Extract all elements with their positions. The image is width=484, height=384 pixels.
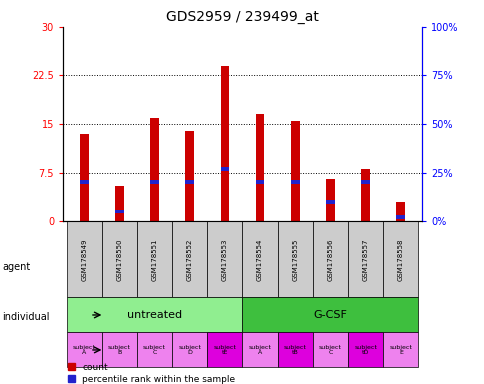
Bar (382, 333, 418, 367)
Bar (79, 134, 89, 221)
Bar (395, 215, 405, 219)
Text: GSM178553: GSM178553 (222, 238, 227, 281)
Bar (348, 333, 382, 367)
Text: GSM178549: GSM178549 (81, 238, 87, 281)
Bar (277, 333, 312, 367)
Text: individual: individual (2, 312, 50, 322)
Bar (395, 202, 405, 221)
Bar (185, 131, 194, 221)
Text: GSM178558: GSM178558 (397, 238, 403, 281)
Text: GSM178551: GSM178551 (151, 238, 157, 281)
Bar (115, 185, 123, 221)
Bar (255, 180, 264, 184)
Bar (79, 180, 89, 184)
Title: GDS2959 / 239499_at: GDS2959 / 239499_at (166, 10, 318, 25)
Text: GSM178552: GSM178552 (186, 238, 192, 281)
Bar (66, 333, 102, 367)
Text: G-CSF: G-CSF (313, 310, 347, 320)
Text: GSM178554: GSM178554 (257, 238, 262, 281)
Text: agent: agent (2, 262, 30, 272)
Bar (172, 333, 207, 367)
Text: GSM178555: GSM178555 (292, 238, 298, 281)
Text: untreated: untreated (127, 310, 182, 320)
Bar (277, 221, 312, 298)
Legend: count, percentile rank within the sample: count, percentile rank within the sample (67, 363, 235, 384)
Bar (102, 333, 136, 367)
Text: GSM178557: GSM178557 (362, 238, 368, 281)
Text: subject
tD: subject tD (353, 344, 377, 355)
Bar (290, 180, 299, 184)
Text: subject
A: subject A (73, 344, 95, 355)
Bar (150, 118, 159, 221)
Bar (361, 169, 369, 221)
Bar (312, 221, 348, 298)
Bar (185, 180, 194, 184)
Bar (242, 221, 277, 298)
Bar (312, 333, 348, 367)
Text: subject
tB: subject tB (283, 344, 306, 355)
Bar (136, 221, 172, 298)
Bar (220, 66, 229, 221)
Text: subject
tE: subject tE (213, 344, 236, 355)
Bar (66, 298, 242, 333)
Bar (102, 221, 136, 298)
Bar (242, 298, 418, 333)
Bar (172, 221, 207, 298)
Bar (242, 333, 277, 367)
Text: GSM178556: GSM178556 (327, 238, 333, 281)
Bar (325, 200, 334, 204)
Text: subject
B: subject B (107, 344, 131, 355)
Bar (290, 121, 299, 221)
Bar (255, 114, 264, 221)
Bar (382, 221, 418, 298)
Text: GSM178550: GSM178550 (116, 238, 122, 281)
Bar (325, 179, 334, 221)
Bar (207, 221, 242, 298)
Bar (361, 180, 369, 184)
Text: subject
A: subject A (248, 344, 271, 355)
Bar (150, 180, 159, 184)
Text: subject
C: subject C (318, 344, 341, 355)
Bar (348, 221, 382, 298)
Bar (207, 333, 242, 367)
Bar (136, 333, 172, 367)
Text: subject
D: subject D (178, 344, 201, 355)
Bar (220, 167, 229, 170)
Bar (66, 221, 102, 298)
Bar (115, 210, 123, 214)
Text: subject
E: subject E (389, 344, 411, 355)
Text: subject
C: subject C (143, 344, 166, 355)
